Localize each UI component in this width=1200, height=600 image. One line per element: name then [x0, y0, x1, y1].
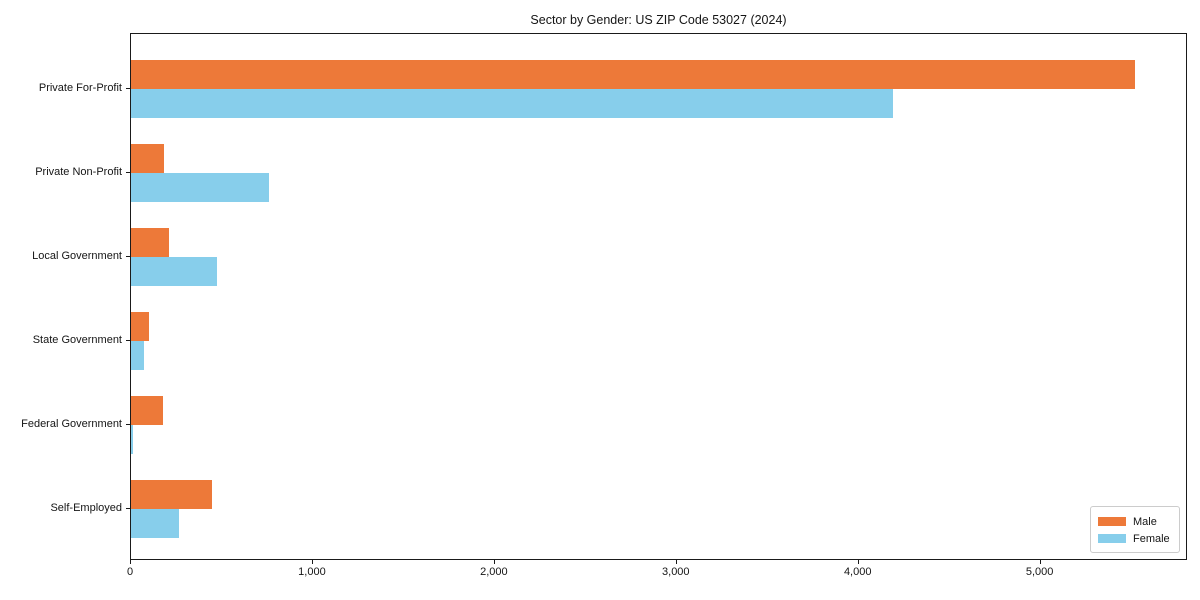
x-tick-label-5000: 5,000 — [1025, 566, 1054, 578]
x-tick-mark — [311, 560, 313, 564]
bar-female-local-government — [131, 257, 217, 286]
y-tick-label-self-employed: Self-Employed — [50, 502, 122, 514]
legend: Male Female — [1090, 506, 1180, 553]
x-tick-mark — [857, 560, 859, 564]
bar-male-private-non-profit — [131, 144, 164, 173]
y-tick-mark — [126, 88, 130, 89]
legend-label-female: Female — [1133, 532, 1170, 545]
bar-female-self-employed — [131, 509, 179, 538]
bar-female-private-for-profit — [131, 89, 893, 118]
bar-male-federal-government — [131, 396, 163, 425]
bar-male-private-for-profit — [131, 60, 1135, 89]
x-tick-mark — [493, 560, 495, 564]
y-tick-label-private-for-profit: Private For-Profit — [38, 82, 122, 94]
plot-area — [130, 33, 1187, 560]
legend-item-male: Male — [1098, 513, 1172, 530]
y-tick-mark — [126, 508, 130, 509]
x-tick-label-3000: 3,000 — [662, 566, 690, 578]
x-tick-label-1000: 1,000 — [298, 566, 326, 578]
y-tick-label-federal-government: Federal Government — [21, 418, 122, 430]
legend-swatch-male — [1098, 517, 1126, 526]
legend-item-female: Female — [1098, 530, 1172, 547]
y-tick-label-state-government: State Government — [32, 334, 122, 346]
y-tick-mark — [126, 256, 130, 257]
x-tick-label-4000: 4,000 — [843, 566, 872, 578]
x-tick-mark — [675, 560, 677, 564]
bar-male-self-employed — [131, 480, 212, 509]
y-tick-label-local-government: Local Government — [32, 250, 122, 262]
y-tick-mark — [126, 172, 130, 173]
bar-male-state-government — [131, 312, 149, 341]
legend-label-male: Male — [1133, 515, 1157, 528]
y-tick-mark — [126, 340, 130, 341]
x-tick-label-0: 0 — [126, 566, 134, 578]
y-tick-mark — [126, 424, 130, 425]
y-tick-label-private-non-profit: Private Non-Profit — [35, 166, 122, 178]
x-tick-mark — [130, 560, 131, 564]
bar-female-private-non-profit — [131, 173, 269, 202]
x-tick-label-2000: 2,000 — [480, 566, 508, 578]
chart-title: Sector by Gender: US ZIP Code 53027 (202… — [530, 13, 787, 27]
bar-female-federal-government — [131, 425, 133, 454]
legend-swatch-female — [1098, 534, 1126, 543]
bar-male-local-government — [131, 228, 169, 257]
bar-female-state-government — [131, 341, 144, 370]
x-tick-mark — [1039, 560, 1041, 564]
